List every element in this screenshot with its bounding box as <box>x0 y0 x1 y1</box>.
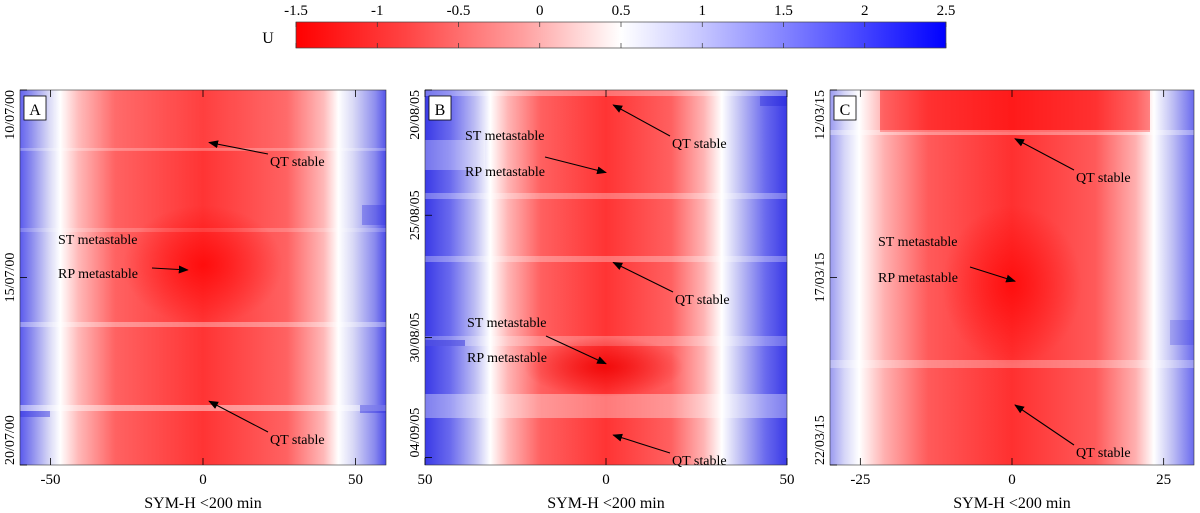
date-label: 25/08/05 <box>408 190 423 240</box>
annotation-arrow <box>208 400 269 433</box>
date-label: 20/07/00 <box>3 415 18 465</box>
colorbar-tick-label: 2 <box>861 3 869 19</box>
x-tick-label: 50 <box>418 472 433 488</box>
annotation-label: QT stable <box>672 454 727 469</box>
annotation-label: ST metastable <box>467 316 546 331</box>
colorbar-tick-label: 0 <box>536 3 544 19</box>
colorbar-tick-label: -0.5 <box>447 3 471 19</box>
annotation-arrow <box>544 156 607 175</box>
panel-letter: C <box>840 102 851 119</box>
x-tick-label: 50 <box>348 472 363 488</box>
panel-letter-box <box>833 95 857 121</box>
colorbar-tick-label: 2.5 <box>937 3 956 19</box>
panel-a-annotations: QT stable ST metastable RP metastable QT st… <box>58 140 325 448</box>
annotation-label: RP metastable <box>465 165 545 180</box>
colorbar-tick-label: 1 <box>699 3 707 19</box>
panel-c-heatmap <box>830 90 1194 465</box>
panel-c: C -25 0 25 SYM-H <200 min 12/03/15 17/03/15 22/… <box>813 89 1195 512</box>
panel-letter-box <box>428 95 452 121</box>
annotation-label: RP metastable <box>58 267 138 282</box>
panel-letter: B <box>435 102 446 119</box>
panel-a: A -50 0 50 SYM-H <200 min 10/07/00 15/07/00 20/… <box>3 89 387 512</box>
colorbar-label: U <box>262 30 274 47</box>
date-label: 30/08/05 <box>408 313 423 363</box>
date-label: 12/03/15 <box>813 90 828 140</box>
annotation-arrow <box>612 433 671 454</box>
date-label: 10/07/00 <box>3 90 18 140</box>
x-tick-label: 0 <box>1008 472 1016 488</box>
annotation-arrow <box>612 262 674 293</box>
annotation-arrow <box>612 104 671 137</box>
annotation-label: QT stable <box>270 433 325 448</box>
annotation-label: QT stable <box>675 293 730 308</box>
colorbar: U -1.5 -1 -0.5 0 0.5 1 1.5 2 2.5 <box>262 3 955 49</box>
x-axis-label: SYM-H <200 min <box>144 495 261 512</box>
x-tick-label: 0 <box>199 472 207 488</box>
colorbar-tick-label: 1.5 <box>774 3 793 19</box>
annotation-label: QT stable <box>672 137 727 152</box>
annotation-arrow <box>1014 404 1075 446</box>
panel-c-axes: C -25 0 25 SYM-H <200 min 12/03/15 17/03/15 22/… <box>813 89 1171 512</box>
date-label: 17/03/15 <box>813 253 828 303</box>
annotation-label: ST metastable <box>58 233 137 248</box>
panel-b: B 50 0 50 SYM-H <200 min 20/08/05 25/08/05 30/0… <box>408 89 795 512</box>
x-tick-label: -50 <box>41 472 61 488</box>
x-axis-label: SYM-H <200 min <box>547 495 664 512</box>
annotation-label: ST metastable <box>465 129 544 144</box>
panel-a-heatmap <box>20 90 386 465</box>
annotation-label: QT stable <box>1076 446 1131 461</box>
date-label: 22/03/15 <box>813 415 828 465</box>
annotation-arrow <box>1014 138 1075 171</box>
annotation-arrow <box>208 140 269 155</box>
colorbar-tick-label: -1 <box>371 3 384 19</box>
date-label: 04/09/05 <box>408 408 423 458</box>
panel-b-annotations: QT stable ST metastable RP metastable QT st… <box>465 104 730 469</box>
colorbar-tick-label: 0.5 <box>612 3 631 19</box>
x-tick-label: 50 <box>780 472 795 488</box>
panel-letter-box <box>23 95 47 121</box>
date-label: 20/08/05 <box>408 90 423 140</box>
annotation-label: ST metastable <box>878 235 957 250</box>
x-tick-label: 0 <box>602 472 610 488</box>
annotation-arrow <box>151 265 189 274</box>
annotation-label: QT stable <box>270 155 325 170</box>
colorbar-ticks: -1.5 -1 -0.5 0 0.5 1 1.5 2 2.5 <box>284 3 955 48</box>
panel-c-annotations: QT stable ST metastable RP metastable QT st… <box>878 138 1131 461</box>
panel-letter: A <box>29 102 41 119</box>
x-axis-label: SYM-H <200 min <box>953 495 1070 512</box>
panel-b-heatmap <box>425 90 787 465</box>
annotation-arrow <box>545 335 607 365</box>
panel-a-axes: A -50 0 50 SYM-H <200 min 10/07/00 15/07/00 20/… <box>3 89 363 512</box>
date-label: 15/07/00 <box>3 253 18 303</box>
annotation-arrow <box>969 266 1016 283</box>
annotation-label: RP metastable <box>467 351 547 366</box>
panel-b-axes: B 50 0 50 SYM-H <200 min 20/08/05 25/08/05 30/0… <box>408 89 795 512</box>
annotation-label: QT stable <box>1076 171 1131 186</box>
x-tick-label: 25 <box>1156 472 1171 488</box>
annotation-label: RP metastable <box>878 271 958 286</box>
x-tick-label: -25 <box>850 472 870 488</box>
colorbar-tick-label: -1.5 <box>284 3 308 19</box>
